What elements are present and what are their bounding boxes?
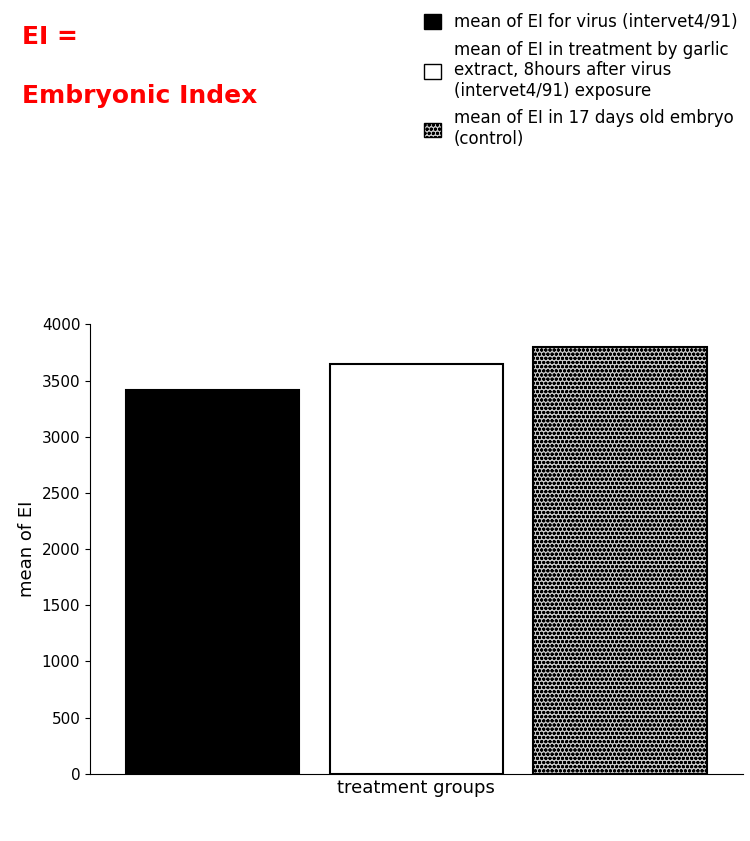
Text: Embryonic Index: Embryonic Index — [22, 84, 258, 108]
Text: EI =: EI = — [22, 25, 78, 50]
Bar — [329, 363, 503, 774]
Y-axis label: mean of EI: mean of EI — [18, 501, 36, 597]
Bar — [126, 389, 299, 774]
X-axis label: treatment groups: treatment groups — [338, 780, 495, 797]
Bar — [533, 346, 706, 774]
Legend: mean of EI for virus (intervet4/91), mean of EI in treatment by garlic
extract, : mean of EI for virus (intervet4/91), mea… — [419, 8, 742, 153]
